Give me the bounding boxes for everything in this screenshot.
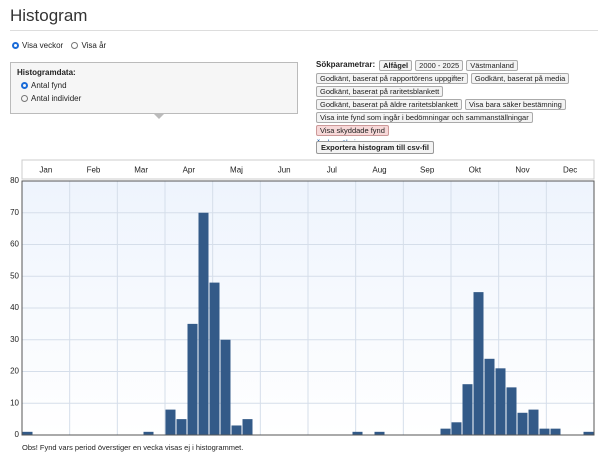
param-row: Godkänt, baserat på rapportörens uppgift… <box>316 73 600 84</box>
param-tag[interactable]: Visa skyddade fynd <box>316 125 389 136</box>
bar <box>220 339 231 435</box>
param-tag[interactable]: Alfågel <box>379 60 413 71</box>
title-rule <box>10 30 598 31</box>
bar <box>352 431 363 435</box>
y-tick-label: 40 <box>10 303 19 312</box>
param-row: Godkänt, baserat på äldre raritetsblanke… <box>316 99 600 110</box>
panel-pointer <box>154 114 164 119</box>
param-row: Visa skyddade fynd <box>316 125 600 136</box>
bar <box>143 431 154 435</box>
bar <box>209 282 220 435</box>
y-tick-label: 70 <box>10 208 19 217</box>
param-tag[interactable]: Godkänt, baserat på rapportörens uppgift… <box>316 73 468 84</box>
bar <box>242 419 253 435</box>
param-tag[interactable]: Godkänt, baserat på media <box>470 73 570 84</box>
month-label: Jan <box>39 166 52 175</box>
radio[interactable]: Visa veckor <box>12 41 63 50</box>
bar <box>484 358 495 435</box>
month-label: Dec <box>563 166 577 175</box>
y-tick-label: 0 <box>15 430 20 439</box>
param-row: Sökparametrar: Alfågel 2000 - 2025 Västmanl… <box>316 60 600 71</box>
bar <box>473 292 484 435</box>
param-tag[interactable]: Västmanland <box>466 60 518 71</box>
histogram-data-panel: Histogramdata: Antal fynd Antal individe… <box>10 62 298 114</box>
month-label: Aug <box>372 166 386 175</box>
month-label: Maj <box>230 166 243 175</box>
bar <box>187 323 198 435</box>
month-label: Sep <box>420 166 435 175</box>
histogram-chart: Jan Feb Mar Apr Maj Jun Jul Aug Sep Okt Nov Dec 0 10 2… <box>10 159 595 439</box>
panel-title: Histogramdata: <box>17 68 76 77</box>
param-tag[interactable]: Visa inte fynd som ingår i bedömningar o… <box>316 112 533 123</box>
bar <box>22 431 33 435</box>
bar <box>176 419 187 435</box>
month-label: Mar <box>134 166 148 175</box>
bar <box>506 387 517 435</box>
bar <box>451 422 462 435</box>
radio[interactable]: Antal fynd <box>21 81 67 90</box>
radio[interactable]: Visa år <box>71 41 106 50</box>
radio-label: Antal individer <box>31 94 82 103</box>
plot-border <box>21 180 595 436</box>
month-label: Okt <box>469 166 482 175</box>
bar <box>462 384 473 435</box>
month-header <box>21 159 595 180</box>
param-tag[interactable]: Visa bara säker bestämning <box>465 99 566 110</box>
bar <box>528 409 539 435</box>
page-title: Histogram <box>10 6 88 25</box>
bar <box>198 212 209 435</box>
bar <box>374 431 385 435</box>
bar <box>583 431 594 435</box>
bar <box>231 425 242 435</box>
y-tick-label: 60 <box>10 240 19 249</box>
y-tick-label: 80 <box>10 176 19 185</box>
y-tick-label: 50 <box>10 271 19 280</box>
search-params: Sökparametrar: Alfågel 2000 - 2025 Västmanl… <box>316 60 600 147</box>
month-label: Jul <box>327 166 337 175</box>
bar <box>165 409 176 435</box>
radio-label: Visa veckor <box>22 41 64 50</box>
bar <box>440 428 451 435</box>
bar <box>517 412 528 435</box>
month-label: Nov <box>515 166 529 175</box>
param-tag[interactable]: Godkänt, baserat på äldre raritetsblanke… <box>316 99 462 110</box>
footnote: Obs! Fynd vars period överstiger en veck… <box>22 443 244 452</box>
export-button[interactable]: Exportera histogram till csv-fil <box>316 141 434 154</box>
param-tag[interactable]: Godkänt, baserat på raritetsblankett <box>316 86 444 97</box>
radio[interactable]: Antal individer <box>21 94 81 103</box>
param-row: Godkänt, baserat på raritetsblankett <box>316 86 600 97</box>
radio-label: Antal fynd <box>31 81 67 90</box>
bar <box>550 428 561 435</box>
month-label: Jun <box>278 166 291 175</box>
view-options: Visa veckor Visa år <box>12 41 112 51</box>
param-tag[interactable]: 2000 - 2025 <box>415 60 464 71</box>
y-tick-label: 30 <box>10 335 19 344</box>
month-label: Apr <box>183 166 196 175</box>
y-tick-label: 10 <box>10 398 19 407</box>
radio-label: Visa år <box>81 41 107 50</box>
month-label: Feb <box>87 166 101 175</box>
bar <box>539 428 550 435</box>
param-row: Visa inte fynd som ingår i bedömningar o… <box>316 112 600 123</box>
bar <box>495 368 506 435</box>
params-label: Sökparametrar: <box>316 60 376 69</box>
y-tick-label: 20 <box>10 367 19 376</box>
